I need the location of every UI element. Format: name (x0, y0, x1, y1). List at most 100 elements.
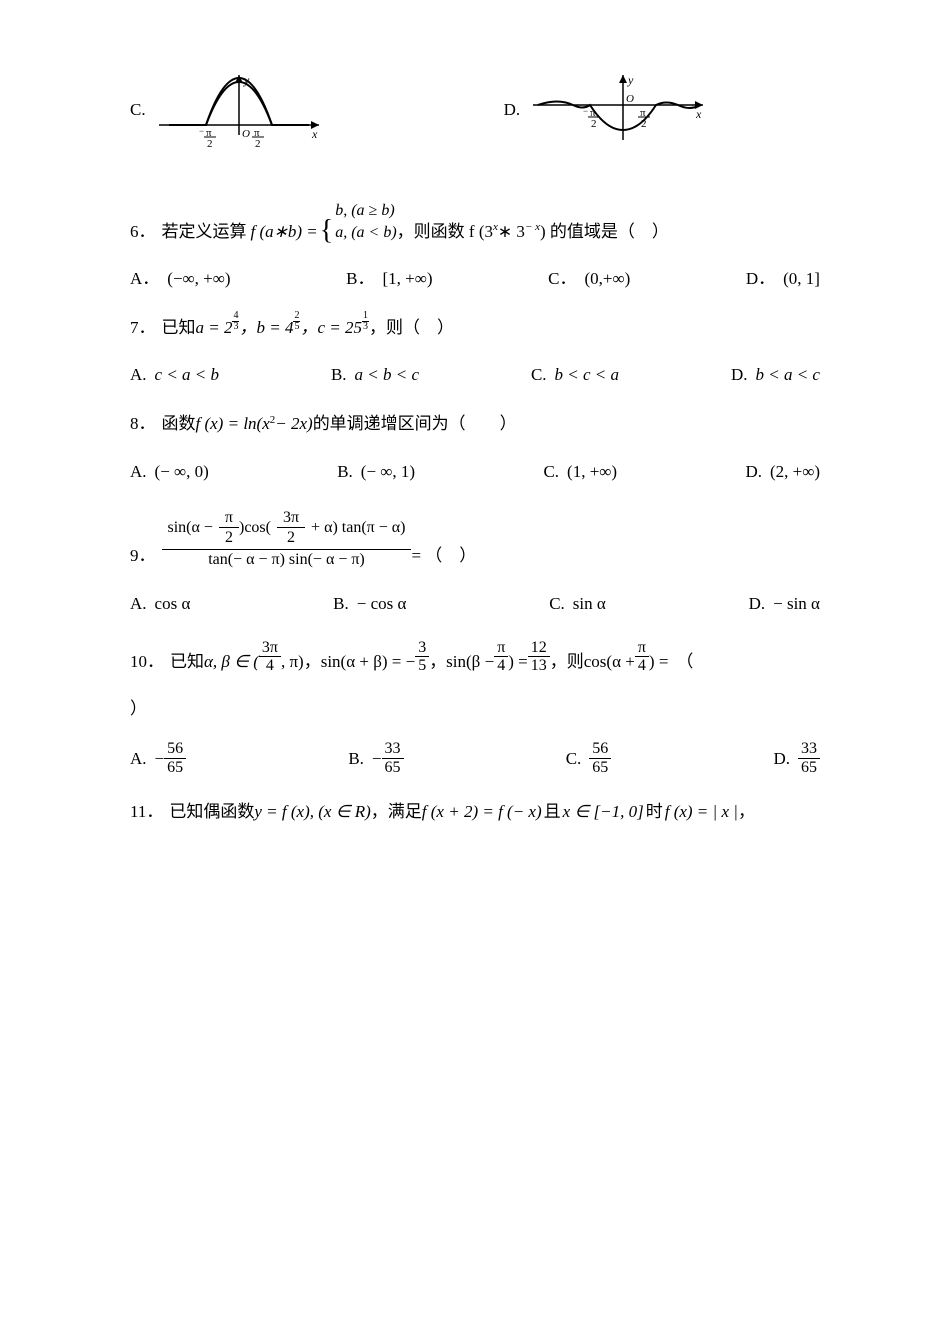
q7-options: A.c < a < b B.a < b < c C.b < c < a D.b … (130, 361, 820, 388)
q7-d-opt: D.b < a < c (731, 361, 820, 388)
svg-text:2: 2 (591, 118, 597, 130)
q6-tail: ) 的值域是（ ） (540, 218, 669, 245)
q10-f4: π4 (635, 639, 649, 675)
q8-f: f (x) = ln(x (196, 410, 270, 437)
q10-close-row: ） (130, 695, 820, 722)
q7-tail: ，则（ ） (369, 314, 454, 341)
q9-d: D.− sin α (749, 590, 820, 617)
q6-piece2: a, (a < b) (335, 222, 396, 244)
q8-num: 8． (130, 410, 156, 437)
q10-r1: , π) (281, 648, 304, 675)
q8-options: A.(− ∞, 0) B.(− ∞, 1) C.(1, +∞) D.(2, +∞… (130, 458, 820, 485)
q7-pre: 已知 (162, 314, 196, 341)
q6-a: A．(−∞, +∞) (130, 265, 231, 292)
q10-a: A.−5665 (130, 740, 186, 776)
q10-options: A.−5665 B.−3365 C.5665 D.3365 (130, 740, 820, 776)
q6-pieces: b, (a ≥ b) a, (a < b) (335, 200, 396, 245)
q6-options: A．(−∞, +∞) B．[1, +∞) C．(0,+∞) D．(0, 1] (130, 265, 820, 292)
q5-graph-row: C. y x O − π 2 π 2 D. y (130, 70, 820, 150)
q9-a: A.cos α (130, 590, 190, 617)
q5-graph-d-svg: y x O − π 2 π 2 (528, 70, 708, 150)
q8-c: C.(1, +∞) (543, 458, 617, 485)
q6-d: D．(0, 1] (746, 265, 820, 292)
q5-option-d: D. y x O − π 2 π 2 (504, 70, 709, 150)
svg-text:O: O (242, 128, 250, 140)
q10-r3: ) = (508, 648, 528, 675)
svg-text:2: 2 (207, 138, 213, 150)
svg-text:O: O (626, 93, 634, 105)
q7-num: 7． (130, 314, 156, 341)
q11-fx: f (x) = | x | (665, 798, 738, 825)
q8-tail: 的单调递增区间为（ ） (313, 410, 517, 437)
q10-b: B.−3365 (348, 740, 403, 776)
q10-f1: 3π4 (259, 639, 281, 675)
q11-y: y = f (x), (x ∈ R) (254, 798, 370, 825)
q10-close: ） (130, 695, 147, 722)
q9-options: A.cos α B.− cos α C.sin α D.− sin α (130, 590, 820, 617)
q7-a-opt: A.c < a < b (130, 361, 219, 388)
q6-b: B．[1, +∞) (346, 265, 432, 292)
q10-c3: ，sin(β − (429, 648, 494, 675)
q10-f3: π4 (494, 639, 508, 675)
svg-text:−: − (199, 126, 204, 136)
q6-mid: ∗ 3 (498, 218, 525, 245)
q9-c: C.sin α (549, 590, 606, 617)
q10-r4: ) = (649, 648, 669, 675)
q10-c4: ，则 (550, 648, 584, 675)
svg-text:2: 2 (641, 118, 647, 130)
q11-num: 11． (130, 798, 163, 825)
q10-cos: cos(α + (584, 648, 635, 675)
svg-text:−: − (583, 106, 588, 116)
q11-c3: 时 (646, 798, 663, 825)
q6-num: 6． (130, 218, 156, 245)
q8-b: B.(− ∞, 1) (337, 458, 415, 485)
q7-b: ，b = 4 (239, 314, 293, 341)
q6: 6． 若定义运算 f (a∗b) = { b, (a ≥ b) a, (a < … (130, 200, 820, 245)
q7-c-opt: C.b < c < a (531, 361, 619, 388)
brace-icon: { (320, 217, 333, 245)
q7-a: a = 2 (196, 314, 233, 341)
q8-pre: 函数 (162, 410, 196, 437)
q9-eq: = （ ） (411, 542, 476, 569)
q10-d: D.3365 (773, 740, 820, 776)
q5-c-label: C. (130, 96, 146, 123)
q11-x1: x ∈ [−1, 0] (563, 798, 644, 825)
q10-ab: α, β ∈ ( (204, 648, 259, 675)
q10-num: 10． (130, 648, 164, 675)
q11: 11． 已知偶函数 y = f (x), (x ∈ R) ，满足 f (x + … (130, 798, 820, 825)
q7: 7． 已知 a = 243 ，b = 425 ，c = 2513 ，则（ ） (130, 314, 820, 341)
q11-c2: 且 (544, 798, 561, 825)
q9-bot: tan(− α − π) sin(− α − π) (202, 550, 371, 570)
q10-brk: （ (676, 648, 693, 675)
q9-num: 9． (130, 542, 156, 569)
q8-d: D.(2, +∞) (745, 458, 820, 485)
q5-graph-c-svg: y x O − π 2 π 2 (154, 70, 324, 150)
q9-main-frac: sin(α − π2 )cos( 3π2 + α) tan(π − α) tan… (162, 507, 412, 570)
q9-f2: 3π2 (277, 508, 305, 548)
svg-text:2: 2 (255, 138, 261, 150)
q9-f1: π2 (219, 508, 239, 548)
q10-c: C.5665 (566, 740, 612, 776)
q5-option-c: C. y x O − π 2 π 2 (130, 70, 324, 150)
q8-a: A.(− ∞, 0) (130, 458, 209, 485)
q11-comma: ， (738, 798, 755, 825)
q6-c: C．(0,+∞) (548, 265, 630, 292)
q6-piece1: b, (a ≥ b) (335, 200, 396, 222)
q7-ae: 43 (232, 311, 239, 332)
svg-text:y: y (627, 73, 634, 87)
q6-e2: − x (525, 219, 540, 237)
q10: 10． 已知 α, β ∈ ( 3π4 , π) ，sin(α + β) = −… (130, 639, 820, 675)
q11-f1: f (x + 2) = f (− x) (422, 798, 542, 825)
q8-post: − 2x) (275, 410, 312, 437)
q11-pre: 已知偶函数 (169, 798, 254, 825)
svg-text:x: x (311, 127, 318, 141)
q6-e1: x (493, 219, 498, 237)
q8: 8． 函数 f (x) = ln(x2 − 2x) 的单调递增区间为（ ） (130, 410, 820, 437)
q9-b: B.− cos α (333, 590, 406, 617)
q8-sq: 2 (270, 412, 276, 430)
q10-pre: 已知 (170, 648, 204, 675)
q6-post: ，则函数 f (3 (397, 218, 493, 245)
q7-ce: 13 (362, 311, 369, 332)
q9-top: sin(α − π2 )cos( 3π2 + α) tan(π − α) (162, 507, 412, 550)
q10-c2: ，sin(α + β) = − (304, 648, 415, 675)
